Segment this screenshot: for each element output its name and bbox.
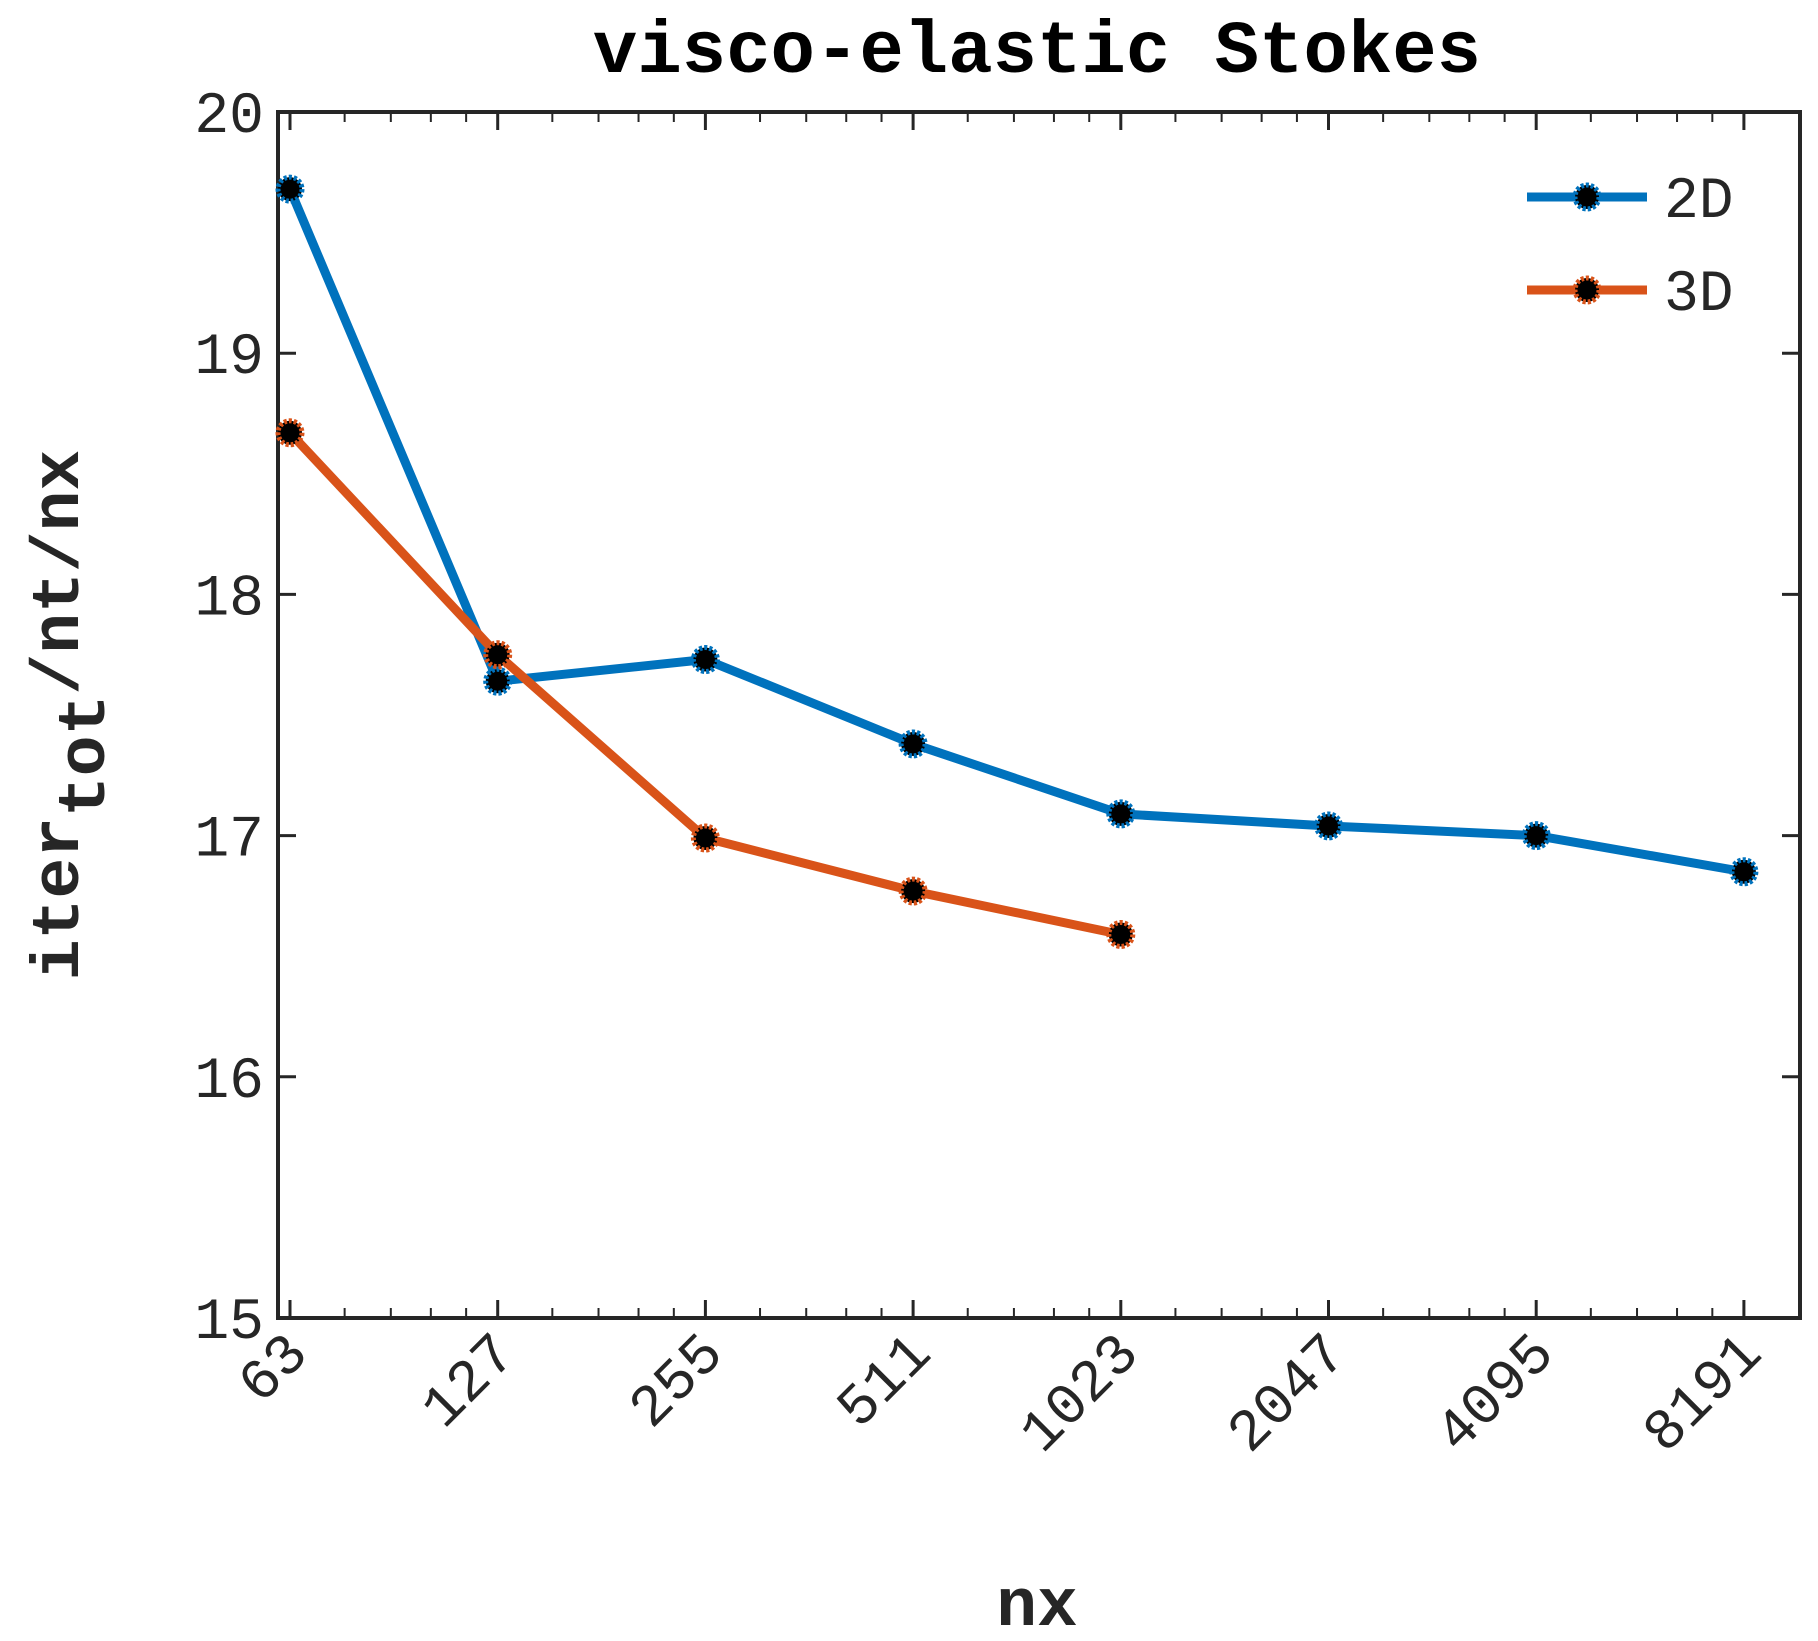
legend-marker (1572, 275, 1602, 305)
y-tick-label: 16 (194, 1050, 264, 1115)
data-point (1729, 857, 1759, 887)
x-tick-label: 4095 (1425, 1323, 1569, 1467)
chart-title: visco-elastic Stokes (593, 11, 1481, 95)
data-point (690, 823, 720, 853)
legend-marker (1572, 182, 1602, 212)
legend-label: 2D (1664, 170, 1734, 235)
legend-item-3D: 3D (1527, 263, 1734, 328)
data-point (1106, 799, 1136, 829)
series-line-3D (285, 428, 1126, 939)
series-line-2D (285, 184, 1749, 877)
series-layer (275, 174, 1759, 949)
y-axis-label-suffix: /nt/nx (22, 450, 99, 695)
y-axis-label: itertot/nt/nx (22, 450, 125, 981)
x-tick-label: 127 (411, 1323, 531, 1443)
data-point (898, 876, 928, 906)
y-tick-label: 15 (194, 1291, 264, 1356)
series-2D (275, 174, 1759, 887)
legend-label: 3D (1664, 263, 1734, 328)
x-axis-tick-labels: 63 127 255 511 1023 2047 4095 8191 (228, 1323, 1777, 1467)
plot-frame (276, 110, 1802, 1320)
data-point (275, 174, 305, 204)
data-point (1314, 811, 1343, 841)
data-point (275, 418, 305, 448)
y-tick-label: 18 (194, 567, 264, 632)
y-axis-label-subscript: tot (48, 695, 125, 817)
y-axis-tick-labels: 15 16 17 18 19 20 (194, 85, 264, 1356)
x-tick-label: 2047 (1217, 1323, 1361, 1467)
data-point (483, 640, 513, 670)
y-axis-label-base: iter (22, 817, 99, 980)
x-axis-ticks (288, 112, 1746, 1318)
series-3D (275, 418, 1136, 949)
y-axis-ticks (278, 110, 1800, 1320)
x-tick-label: 8191 (1632, 1323, 1776, 1467)
data-point (1521, 821, 1551, 851)
data-point (898, 729, 928, 759)
x-tick-label: 1023 (1009, 1323, 1153, 1467)
data-point (1106, 919, 1136, 949)
x-tick-label: 511 (826, 1323, 946, 1443)
data-point (690, 645, 720, 675)
y-tick-label: 17 (194, 809, 264, 874)
data-point (483, 666, 513, 696)
x-tick-label: 255 (618, 1323, 738, 1443)
y-tick-label: 20 (194, 85, 264, 150)
legend-item-2D: 2D (1527, 170, 1734, 235)
y-tick-label: 19 (194, 326, 264, 391)
x-axis-label: nx (996, 1569, 1078, 1641)
